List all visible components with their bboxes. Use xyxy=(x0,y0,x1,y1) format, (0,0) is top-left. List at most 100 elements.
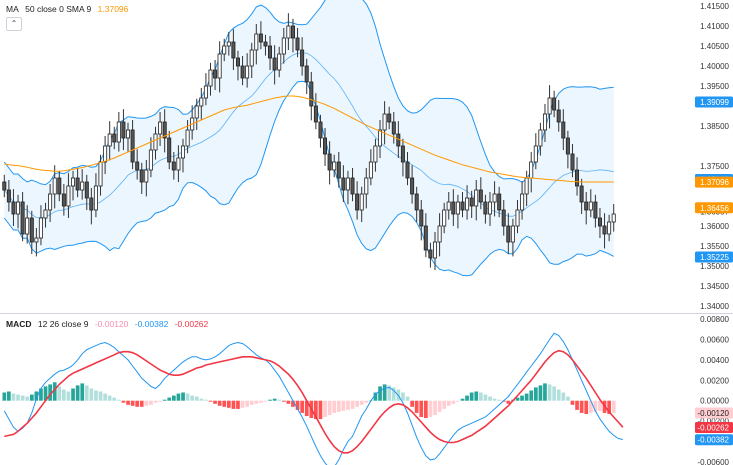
price-labels: 1.390991.371621.370961.364561.35225-0.00… xyxy=(695,96,733,446)
candle-down xyxy=(469,197,474,207)
candle-down xyxy=(75,177,80,191)
macd-hist-bar xyxy=(575,400,579,410)
candle-down xyxy=(130,129,135,163)
candle-down xyxy=(483,201,488,215)
macd-hist-bar xyxy=(529,390,534,401)
price-tick-label: 1.40000 xyxy=(700,62,729,71)
band-fill xyxy=(4,0,614,276)
macd-hist-bar xyxy=(139,400,144,407)
macd-hist-bar xyxy=(107,395,112,401)
candle-down xyxy=(313,105,318,123)
macd-hist-bar xyxy=(515,397,520,401)
macd-tick-label: 0.00000 xyxy=(700,397,729,406)
macd-hist-bar xyxy=(75,385,80,401)
candle-down xyxy=(89,197,94,211)
macd-hist-bar xyxy=(272,398,277,401)
price-badge: 1.36456 xyxy=(700,204,729,213)
candle-down xyxy=(561,121,566,139)
candle-down xyxy=(410,177,415,195)
candle-down xyxy=(570,153,575,171)
macd-hist-bar xyxy=(84,385,89,401)
macd-hist-bar xyxy=(341,400,346,411)
macd-hist-bar xyxy=(62,389,66,401)
macd-hist-bar xyxy=(446,400,451,406)
macd-hist-bar xyxy=(103,393,107,401)
candle-down xyxy=(29,217,34,243)
macd-hist-bar xyxy=(153,400,158,403)
candle-up xyxy=(254,33,259,51)
macd-hist-bar xyxy=(387,385,392,401)
macd-hist-bar xyxy=(570,400,575,405)
candle-up xyxy=(382,113,387,131)
price-badge-bg xyxy=(695,96,733,108)
price-badge-bg xyxy=(695,202,733,214)
candle-up xyxy=(194,105,199,119)
collapse-legend-button[interactable]: ⌃ xyxy=(6,17,22,31)
candle-up xyxy=(533,145,538,163)
candle-down xyxy=(300,49,305,67)
macd-hist-bar xyxy=(373,392,378,401)
price-tick-label: 1.34500 xyxy=(700,282,729,291)
candle-down xyxy=(355,193,360,211)
candle-up xyxy=(487,201,492,215)
macd-hist-bar xyxy=(7,391,11,401)
price-badge-bg xyxy=(695,176,733,188)
macd-hist-bar xyxy=(419,400,424,417)
candle-down xyxy=(263,41,268,47)
candle-up xyxy=(80,181,85,191)
macd-hist-bar xyxy=(401,392,405,401)
macd-hist-bar xyxy=(176,393,181,401)
candle-down xyxy=(231,41,236,59)
price-tick-label: 1.37500 xyxy=(700,162,729,171)
macd-hist-bar xyxy=(277,399,282,401)
candle-up xyxy=(359,193,364,211)
macd-hist-bar xyxy=(181,392,185,401)
candle-up xyxy=(465,197,470,211)
macd-hist-bar xyxy=(304,400,309,416)
macd-hist-bar xyxy=(547,384,552,401)
candle-down xyxy=(575,169,580,187)
candle-down xyxy=(290,25,295,39)
macd-badge-bg xyxy=(695,421,733,433)
macd-hist-bar xyxy=(332,400,337,413)
candle-down xyxy=(11,201,16,215)
macd-hist-bar xyxy=(437,400,442,412)
macd-hist-bar xyxy=(552,386,556,401)
macd-hist-bar xyxy=(460,398,465,401)
candle-down xyxy=(213,69,218,79)
price-tick-label: 1.41500 xyxy=(700,2,729,11)
ma-legend-params: 50 close 0 SMA 9 xyxy=(25,4,92,14)
ma-legend-value: 1.37096 xyxy=(97,4,129,14)
candle-up xyxy=(474,189,479,207)
macd-hist-bar xyxy=(410,400,414,407)
bollinger-bands xyxy=(3,0,614,277)
macd-hist-bar xyxy=(282,400,286,402)
macd-hist-bar xyxy=(479,392,483,401)
candle-down xyxy=(552,97,557,111)
macd-hist-bar xyxy=(355,400,359,407)
macd-hist-bar xyxy=(245,400,249,407)
candle-down xyxy=(460,201,465,211)
macd-hist-bar xyxy=(162,399,167,401)
candle-down xyxy=(139,169,144,183)
candle-up xyxy=(226,41,231,47)
macd-hist-bar xyxy=(34,391,39,401)
macd-hist-bar xyxy=(254,400,259,404)
candle-up xyxy=(437,225,442,243)
candle-up xyxy=(153,133,158,151)
macd-hist-bar xyxy=(222,400,227,407)
candle-up xyxy=(217,53,222,79)
candle-down xyxy=(391,121,396,135)
candle-up xyxy=(15,201,20,215)
price-badge-bg xyxy=(695,251,733,263)
price-tick-label: 1.34000 xyxy=(700,302,729,311)
candle-down xyxy=(57,177,62,195)
macd-hist-bar xyxy=(185,393,190,401)
macd-hist-bar xyxy=(414,400,419,413)
macd-hist-bar xyxy=(318,400,323,420)
macd-hist-bar xyxy=(589,400,593,413)
macd-tick-label: 0.00400 xyxy=(700,356,729,365)
candle-down xyxy=(112,133,117,143)
candle-up xyxy=(25,217,30,235)
